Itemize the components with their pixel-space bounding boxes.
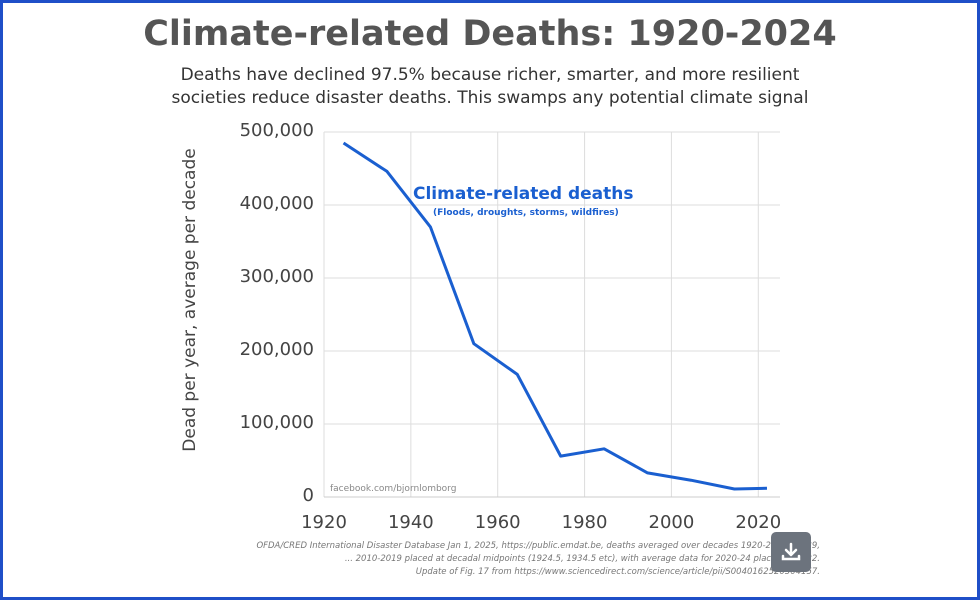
source-notes: OFDA/CRED International Disaster Databas… xyxy=(180,540,820,579)
y-tick-label: 100,000 xyxy=(239,412,314,433)
source-note: Update of Fig. 17 from https://www.scien… xyxy=(415,567,820,577)
source-note: OFDA/CRED International Disaster Databas… xyxy=(256,541,820,551)
y-tick-label: 200,000 xyxy=(239,339,314,360)
y-tick-label: 400,000 xyxy=(239,193,314,214)
x-tick-label: 1920 xyxy=(301,512,347,533)
y-tick-label: 0 xyxy=(302,485,314,506)
x-tick-label: 1960 xyxy=(474,512,521,533)
subtitle-line: Deaths have declined 97.5% because riche… xyxy=(180,65,800,85)
subtitle-line: societies reduce disaster deaths. This s… xyxy=(171,88,809,108)
chart-title: Climate-related Deaths: 1920-2024 xyxy=(143,14,837,54)
y-tick-label: 500,000 xyxy=(239,120,314,141)
x-tick-label: 1940 xyxy=(387,512,434,533)
download-icon xyxy=(781,542,801,561)
series-sublabel: (Floods, droughts, storms, wildfires) xyxy=(433,208,619,218)
x-tick-label: 2000 xyxy=(648,512,695,533)
series-label: Climate-related deaths xyxy=(413,184,634,204)
chart-subtitle: Deaths have declined 97.5% because riche… xyxy=(0,64,980,110)
y-tick-label: 300,000 xyxy=(239,266,314,287)
x-tick-label: 2020 xyxy=(735,512,782,533)
y-axis-label: Dead per year, average per decade xyxy=(180,148,200,452)
x-tick-label: 1980 xyxy=(561,512,608,533)
download-button[interactable] xyxy=(771,532,811,572)
source-note: ... 2010-2019 placed at decadal midpoint… xyxy=(344,554,820,564)
credit-text: facebook.com/bjornlomborg xyxy=(330,484,457,494)
